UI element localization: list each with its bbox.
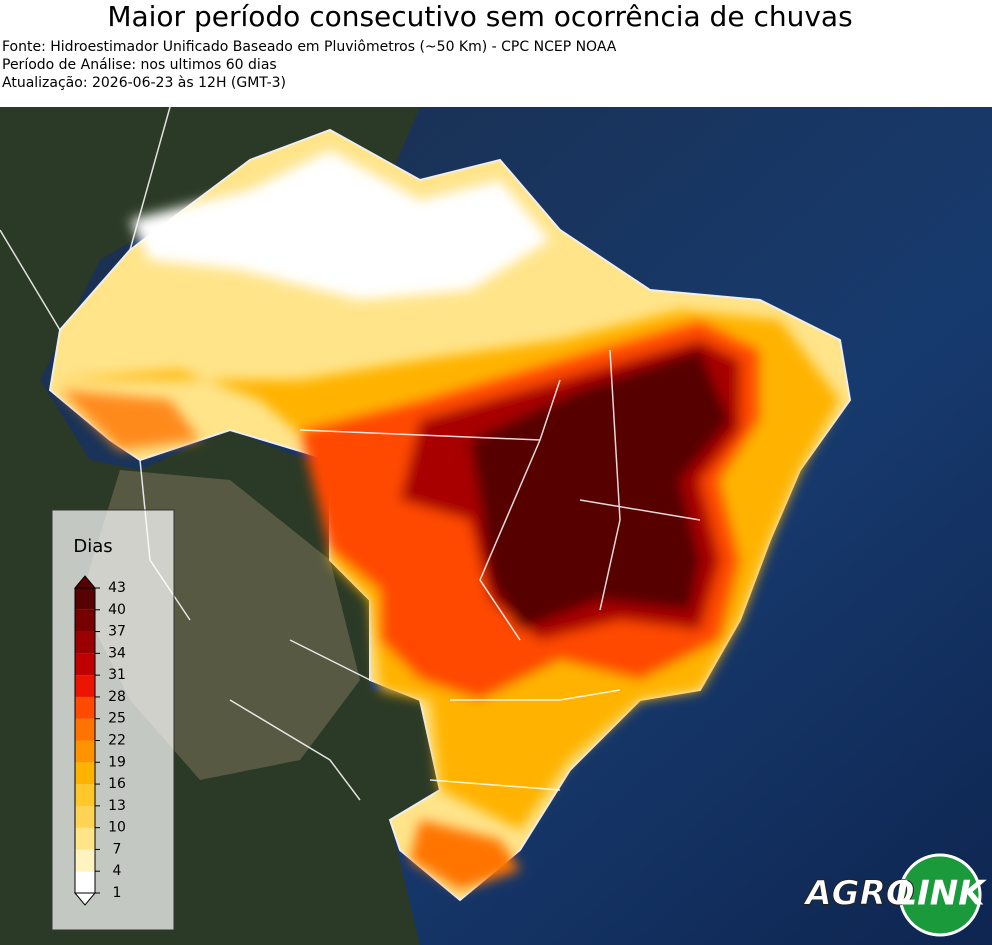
colorbar-tick-label: 7 [113, 841, 122, 857]
colorbar-tick-label: 19 [108, 754, 126, 770]
colorbar-band [75, 827, 95, 850]
colorbar-band [75, 740, 95, 763]
zone-low [130, 150, 550, 300]
colorbar-band [75, 609, 95, 632]
colorbar-band [75, 675, 95, 697]
source-line: Fonte: Hidroestimador Unificado Baseado … [2, 39, 617, 55]
colorbar-tick-label: 13 [108, 798, 126, 814]
colorbar-band [75, 696, 95, 719]
colorbar-band [75, 871, 95, 893]
colorbar-tick-label: 4 [113, 863, 122, 879]
zone-south [410, 820, 520, 890]
colorbar: 1 4 7 10 13 16 19 22 25 28 31 34 37 40 43 [73, 575, 126, 906]
logo-circle [898, 853, 982, 937]
colorbar-tick-label: 43 [108, 580, 126, 596]
colorbar-tick-label: 34 [108, 645, 126, 661]
colorbar-band [75, 784, 95, 806]
colorbar-tick-label: 37 [108, 624, 126, 640]
colorbar-tick-label: 10 [108, 820, 126, 836]
period-line: Período de Análise: nos ultimos 60 dias [2, 57, 277, 73]
rain-field [50, 150, 840, 890]
colorbar-tick-label: 1 [113, 885, 122, 901]
colorbar-band [75, 762, 95, 785]
colorbar-tick-label: 25 [108, 711, 126, 727]
colorbar-band [75, 588, 95, 610]
colorbar-tick-label: 22 [108, 733, 126, 749]
title: Maior período consecutivo sem ocorrência… [107, 0, 853, 33]
zone-west [60, 390, 200, 450]
update-line: Atualização: 2026-06-23 às 12H (GMT-3) [2, 75, 286, 91]
colorbar-tick-label: 40 [108, 602, 126, 618]
colorbar-band [75, 631, 95, 654]
colorbar-band [75, 718, 95, 741]
colorbar-tick-label: 31 [108, 667, 126, 683]
logo-right: LINK [895, 874, 987, 914]
zone-max [470, 350, 730, 630]
legend-box [51, 509, 175, 931]
colorbar-band [75, 849, 95, 872]
legend-title: Dias [73, 536, 112, 557]
colorbar-band [75, 805, 95, 828]
colorbar-band [75, 653, 95, 676]
colorbar-tick-label: 16 [108, 776, 126, 792]
colorbar-tick-label: 28 [108, 689, 126, 705]
logo-left: AGRO [802, 874, 914, 914]
